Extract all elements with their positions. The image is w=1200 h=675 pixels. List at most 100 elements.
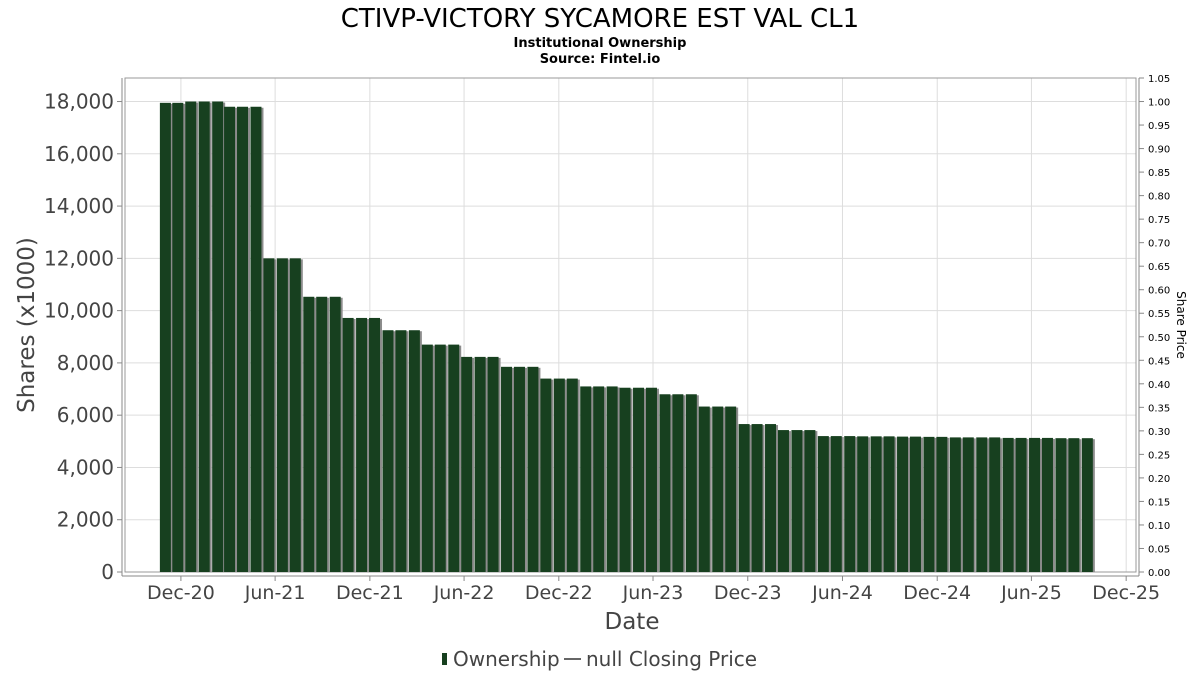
ownership-bar — [289, 258, 301, 572]
ownership-bar — [198, 101, 210, 573]
y2-tick-label: 0.85 — [1148, 168, 1170, 179]
ownership-bar — [1055, 438, 1067, 572]
x-tick-label: Jun-23 — [622, 582, 684, 604]
x-tick-label: Dec-23 — [714, 582, 782, 604]
y-tick-label: 4,000 — [57, 455, 114, 479]
ownership-bar — [1029, 437, 1041, 572]
y-tick-label: 14,000 — [44, 194, 114, 218]
y2-tick-label: 0.80 — [1148, 192, 1170, 203]
y2-tick-label: 0.40 — [1148, 380, 1170, 391]
ownership-bar — [976, 437, 988, 572]
ownership-bar — [369, 317, 381, 572]
ownership-bar — [527, 366, 539, 572]
ownership-bar — [645, 387, 657, 572]
y-tick-label: 8,000 — [57, 351, 114, 375]
y-tick-label: 6,000 — [57, 403, 114, 427]
ownership-bar — [791, 430, 803, 572]
ownership-bar — [487, 356, 499, 572]
ownership-bar — [1015, 437, 1027, 572]
legend-price-label: null Closing Price — [586, 647, 757, 671]
y2-tick-label: 0.15 — [1148, 497, 1170, 508]
ownership-bar — [619, 387, 631, 572]
y2-tick-label: 0.30 — [1148, 427, 1170, 438]
y2-tick-label: 0.60 — [1148, 286, 1170, 297]
y2-tick-label: 0.75 — [1148, 215, 1170, 226]
ownership-bar — [817, 436, 829, 572]
ownership-bar — [897, 436, 909, 572]
ownership-bar — [434, 344, 446, 572]
ownership-bar — [949, 437, 961, 572]
chart-subtitle-2: Source: Fintel.io — [540, 52, 661, 67]
ownership-bar — [513, 366, 525, 572]
ownership-bar — [698, 406, 710, 572]
y2-tick-label: 0.50 — [1148, 333, 1170, 344]
ownership-bar — [250, 106, 262, 573]
x-axis-label: Date — [605, 609, 660, 635]
ownership-bar — [553, 378, 565, 572]
x-tick-label: Dec-25 — [1092, 582, 1160, 604]
y2-tick-label: 0.90 — [1148, 145, 1170, 156]
legend: Ownership null Closing Price — [442, 647, 757, 671]
ownership-bar — [672, 394, 684, 572]
ownership-bar — [329, 296, 341, 572]
ownership-bar — [159, 102, 171, 572]
ownership-bar — [566, 378, 578, 572]
ownership-bar — [593, 386, 605, 572]
x-tick-label: Jun-21 — [244, 582, 306, 604]
ownership-bar — [382, 330, 394, 572]
ownership-bar — [303, 296, 315, 572]
ownership-bar — [580, 386, 592, 572]
x-axis-ticks: Dec-20 Jun-21 Dec-21 Jun-22 Dec-22 Jun-23 Dec-… — [147, 576, 1160, 604]
ownership-bar — [448, 344, 460, 572]
y2-tick-label: 0.95 — [1148, 121, 1170, 132]
ownership-bar — [501, 366, 513, 572]
y-tick-label: 0 — [101, 560, 114, 584]
y2-axis-label: Share Price — [1174, 291, 1188, 359]
ownership-bar — [962, 437, 974, 572]
x-tick-label: Dec-21 — [336, 582, 404, 604]
chart-title: CTIVP-VICTORY SYCAMORE EST VAL CL1 — [341, 4, 859, 34]
y2-tick-label: 0.35 — [1148, 403, 1170, 414]
x-tick-label: Dec-20 — [147, 582, 215, 604]
y-axis-label: Shares (x1000) — [14, 237, 40, 413]
ownership-bar — [751, 424, 763, 572]
ownership-bar — [883, 436, 895, 572]
y-axis-ticks: 0 2,000 4,000 6,000 8,000 10,000 12,000 14,000 1… — [44, 90, 122, 584]
y2-tick-label: 1.00 — [1148, 98, 1170, 109]
ownership-bar — [606, 386, 618, 572]
y2-tick-label: 0.45 — [1148, 356, 1170, 367]
ownership-bar — [633, 387, 645, 572]
ownership-bar — [1041, 437, 1053, 572]
ownership-bar — [185, 101, 197, 573]
ownership-bar — [804, 430, 816, 572]
ownership-bar — [777, 430, 789, 572]
x-tick-label: Jun-24 — [811, 582, 873, 604]
ownership-bar — [870, 436, 882, 572]
ownership-bars — [159, 101, 1095, 573]
y2-tick-label: 0.65 — [1148, 262, 1170, 273]
ownership-bar — [685, 394, 697, 572]
ownership-bar — [212, 101, 224, 573]
ownership-bar — [765, 424, 777, 572]
x-tick-label: Jun-25 — [1000, 582, 1062, 604]
ownership-bar — [830, 436, 842, 572]
y2-tick-label: 0.70 — [1148, 239, 1170, 250]
ownership-bar — [224, 106, 236, 573]
ownership-bar — [237, 106, 249, 573]
y-tick-label: 18,000 — [44, 90, 114, 114]
ownership-bar — [936, 436, 948, 572]
ownership-bar — [316, 296, 328, 572]
y2-tick-label: 1.05 — [1148, 74, 1170, 85]
ownership-bar — [356, 317, 368, 572]
ownership-bar — [989, 437, 1001, 572]
ownership-bar — [844, 436, 856, 572]
ownership-bar — [408, 330, 420, 572]
x-tick-label: Dec-22 — [525, 582, 593, 604]
ownership-bar — [738, 424, 750, 572]
y2-tick-label: 0.20 — [1148, 474, 1170, 485]
x-tick-label: Dec-24 — [903, 582, 971, 604]
y-tick-label: 12,000 — [44, 246, 114, 270]
ownership-bar — [1002, 437, 1014, 572]
y2-axis-ticks: 0.00 0.05 0.10 0.15 0.20 0.25 0.30 0.35 0.40 0.45… — [1139, 74, 1170, 579]
